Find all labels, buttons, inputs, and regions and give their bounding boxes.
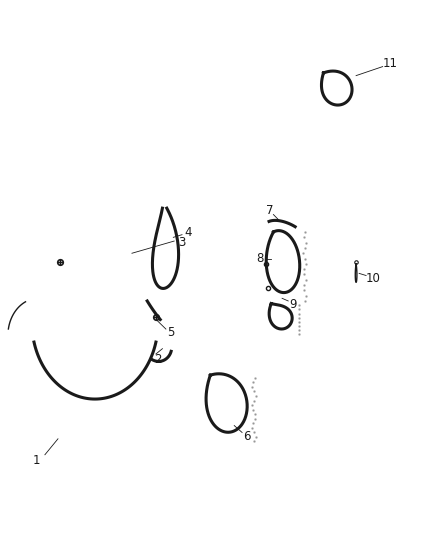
Text: 4: 4: [185, 225, 192, 239]
Text: 8: 8: [257, 252, 264, 265]
Text: 3: 3: [178, 236, 186, 249]
Text: 11: 11: [382, 57, 398, 70]
Text: 10: 10: [366, 272, 381, 285]
Text: 6: 6: [244, 430, 251, 443]
Text: 5: 5: [167, 326, 175, 340]
Text: 9: 9: [289, 298, 297, 311]
Text: 1: 1: [32, 454, 40, 466]
Text: 7: 7: [266, 204, 274, 217]
Text: 2: 2: [154, 353, 162, 366]
